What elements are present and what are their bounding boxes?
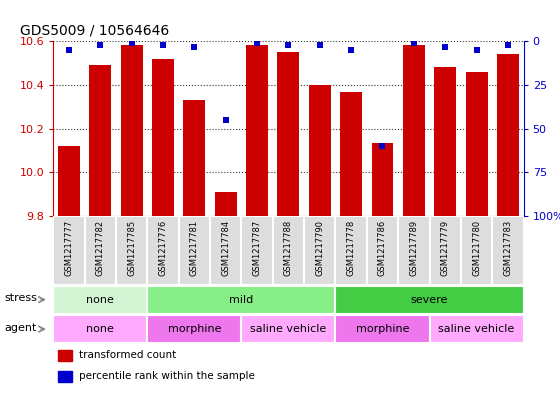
Bar [430,216,461,285]
Text: GSM1217777: GSM1217777 [64,220,73,276]
Bar [147,216,179,285]
Point [158,42,167,48]
Bar [89,65,111,216]
Bar [434,68,456,216]
Bar [120,44,143,216]
Point [284,42,293,48]
Bar [461,216,492,285]
Bar [465,72,488,216]
Bar [152,59,174,216]
Bar [304,216,335,285]
Text: saline vehicle: saline vehicle [438,324,515,334]
Bar [371,143,394,216]
Bar [58,350,72,361]
Bar [53,216,85,285]
Point [347,47,356,53]
Bar [53,315,147,343]
Text: stress: stress [4,293,37,303]
Point [221,117,230,123]
Bar [335,315,430,343]
Text: GSM1217778: GSM1217778 [347,220,356,276]
Bar [179,216,210,285]
Text: morphine: morphine [167,324,221,334]
Text: GSM1217782: GSM1217782 [96,220,105,276]
Text: GSM1217784: GSM1217784 [221,220,230,276]
Text: saline vehicle: saline vehicle [250,324,326,334]
Text: GSM1217789: GSM1217789 [409,220,418,276]
Point [441,43,450,50]
Point [409,40,418,46]
Text: morphine: morphine [356,324,409,334]
Bar [116,216,147,285]
Point [127,40,136,46]
Text: GSM1217776: GSM1217776 [158,220,167,276]
Bar [340,92,362,216]
Text: severe: severe [411,295,448,305]
Bar [398,216,430,285]
Bar [277,52,300,216]
Bar [246,44,268,216]
Bar [183,100,206,216]
Bar [492,216,524,285]
Bar [403,44,425,216]
Bar [430,315,524,343]
Text: GDS5009 / 10564646: GDS5009 / 10564646 [20,23,170,37]
Text: mild: mild [229,295,254,305]
Point [64,47,73,53]
Bar [309,85,331,216]
Bar [85,216,116,285]
Point [190,43,199,50]
Bar [273,216,304,285]
Point [253,40,262,46]
Bar [58,371,72,382]
Text: percentile rank within the sample: percentile rank within the sample [79,371,255,382]
Text: none: none [86,324,114,334]
Bar [214,192,237,216]
Bar [241,216,273,285]
Point [315,42,324,48]
Bar [58,146,80,216]
Text: GSM1217781: GSM1217781 [190,220,199,276]
Bar [335,216,367,285]
Bar [367,216,398,285]
Bar [241,315,335,343]
Bar [210,216,241,285]
Text: GSM1217788: GSM1217788 [284,220,293,276]
Point [472,47,481,53]
Text: transformed count: transformed count [79,350,176,360]
Point [503,42,512,48]
Text: GSM1217790: GSM1217790 [315,220,324,275]
Text: GSM1217783: GSM1217783 [503,220,512,276]
Bar [497,54,519,216]
Text: GSM1217787: GSM1217787 [253,220,262,276]
Text: agent: agent [4,323,36,332]
Bar [53,285,147,314]
Text: none: none [86,295,114,305]
Text: GSM1217785: GSM1217785 [127,220,136,276]
Point [96,42,105,48]
Bar [335,285,524,314]
Text: GSM1217779: GSM1217779 [441,220,450,276]
Bar [147,285,335,314]
Bar [147,315,241,343]
Text: GSM1217786: GSM1217786 [378,220,387,276]
Text: GSM1217780: GSM1217780 [472,220,481,276]
Point [378,143,387,149]
